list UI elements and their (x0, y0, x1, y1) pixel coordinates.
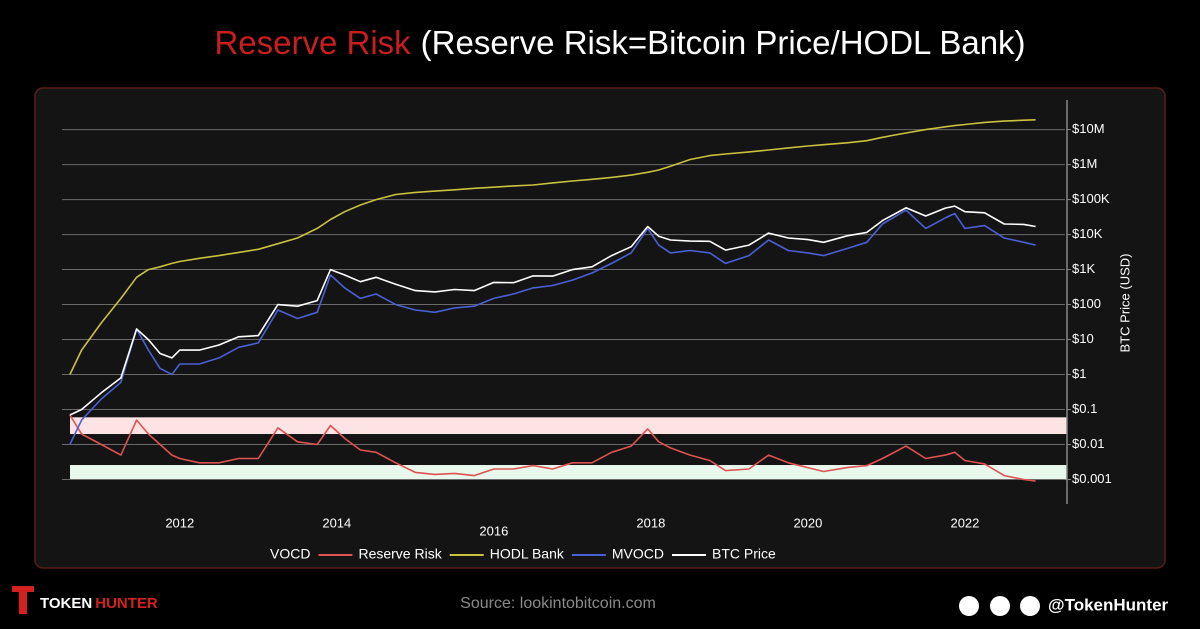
legend-label: MVOCD (612, 546, 664, 562)
icon-twitter (1020, 596, 1040, 616)
brand-right: HUNTER (95, 595, 158, 612)
series-line (69, 209, 1036, 445)
legend-label: HODL Bank (490, 546, 565, 562)
y-tick-label: $100K (1072, 191, 1110, 206)
legend-label: BTC Price (712, 546, 776, 562)
logo-icon (12, 586, 34, 614)
handle: @TokenHunter (1048, 595, 1169, 614)
chart-title: Reserve Risk (214, 24, 411, 61)
y-tick-label: $10M (1072, 121, 1105, 136)
x-tick-label: 2018 (636, 515, 665, 530)
series-line (69, 414, 1036, 482)
x-tick-label: 2022 (950, 515, 979, 530)
x-tick-label: 2012 (165, 515, 194, 530)
y-tick-label: $100 (1072, 296, 1101, 311)
chart-panel (34, 87, 1166, 569)
brand-left: TOKEN (40, 595, 92, 612)
y-tick-label: $10 (1072, 331, 1094, 346)
y-tick-label: $1M (1072, 156, 1097, 171)
x-tick-label: 2020 (793, 515, 822, 530)
band (70, 465, 1067, 480)
y-axis-label: BTC Price (USD) (1117, 254, 1132, 353)
y-tick-label: $0.1 (1072, 401, 1097, 416)
brand: TOKEN HUNTER (40, 595, 158, 612)
y-tick-label: $1K (1072, 261, 1095, 276)
source: Source: lookintobitcoin.com (460, 595, 656, 612)
legend-label: VOCD (270, 546, 310, 562)
y-tick-label: $1 (1072, 366, 1086, 381)
y-tick-label: $10K (1072, 226, 1103, 241)
band (70, 417, 1067, 435)
series-line (69, 205, 1036, 416)
icon-medium (959, 596, 979, 616)
chart-subtitle: (Reserve Risk=Bitcoin Price/HODL Bank) (421, 24, 1026, 61)
series-line (69, 119, 1036, 375)
legend-label: Reserve Risk (358, 546, 442, 562)
x-tick-label: 2016 (479, 523, 508, 538)
x-tick-label: 2014 (322, 515, 351, 530)
brand-logo: TOKEN HUNTER (12, 586, 158, 614)
icon-telegram (990, 596, 1010, 616)
y-tick-label: $0.01 (1072, 436, 1105, 451)
title: Reserve Risk (Reserve Risk=Bitcoin Price/… (214, 24, 1025, 61)
y-tick-label: $0.001 (1072, 471, 1112, 486)
